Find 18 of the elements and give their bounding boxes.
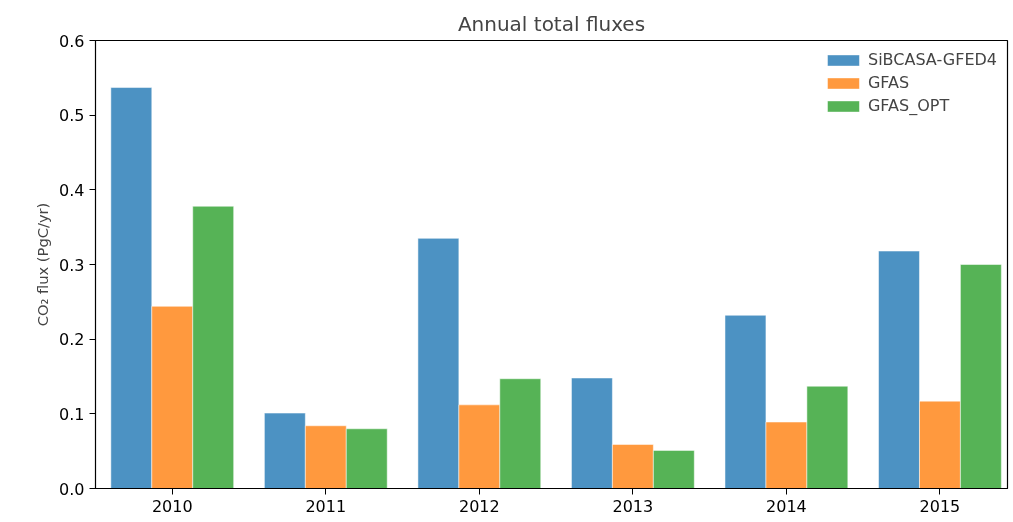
y-tick-label: 0.3 bbox=[59, 255, 85, 275]
y-tick-label: 0.5 bbox=[59, 106, 85, 126]
legend-label: GFAS_OPT bbox=[867, 96, 950, 115]
y-tick-label: 0.1 bbox=[59, 404, 85, 424]
x-tick-label: 2012 bbox=[458, 496, 500, 516]
chart-title: Annual total fluxes bbox=[457, 11, 646, 36]
x-tick-label: 2015 bbox=[919, 496, 961, 516]
y-tick-label: 0.4 bbox=[59, 180, 85, 200]
legend-label: SiBCASA-GFED4 bbox=[867, 50, 997, 69]
y-tick-label: 0.6 bbox=[59, 31, 85, 51]
y-axis-title: CO₂ flux (PgC/yr) bbox=[34, 202, 52, 327]
x-tick-label: 2010 bbox=[151, 496, 193, 516]
x-tick-label: 2013 bbox=[612, 496, 654, 516]
y-tick-label: 0.0 bbox=[59, 479, 85, 499]
x-tick-label: 2011 bbox=[305, 496, 347, 516]
x-tick-label: 2014 bbox=[766, 496, 807, 516]
legend-label: GFAS bbox=[867, 73, 910, 92]
y-tick-label: 0.2 bbox=[59, 330, 85, 350]
